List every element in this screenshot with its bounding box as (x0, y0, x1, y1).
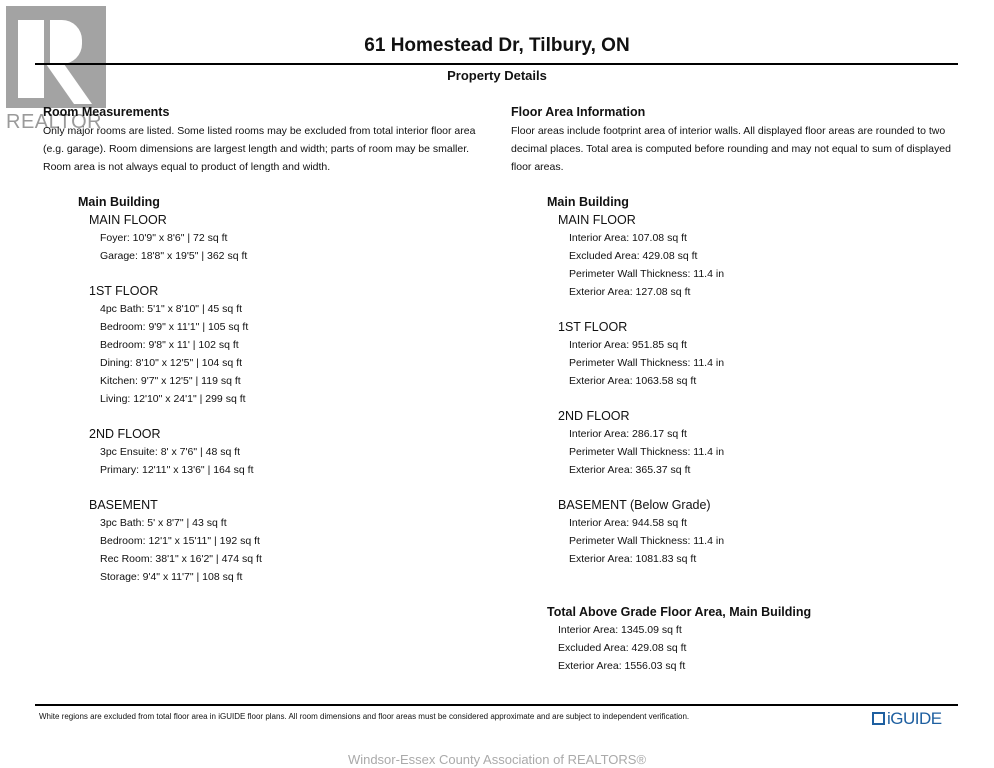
realtor-logo (6, 6, 106, 108)
list-item: Interior Area: 951.85 sq ft (569, 339, 687, 351)
list-item: Perimeter Wall Thickness: 11.4 in (569, 535, 725, 547)
list-item: Foyer: 10'9" x 8'6" | 72 sq ft (100, 232, 228, 244)
floor-heading: 2ND FLOOR (89, 427, 161, 441)
list-item: Garage: 18'8" x 19'5" | 362 sq ft (100, 250, 248, 262)
list-item: Perimeter Wall Thickness: 11.4 in (569, 268, 725, 280)
building-name: Main Building (547, 195, 629, 209)
list-item: 3pc Bath: 5' x 8'7" | 43 sq ft (100, 517, 227, 529)
section-heading: Room Measurements (43, 105, 170, 119)
list-item: 4pc Bath: 5'1" x 8'10" | 45 sq ft (100, 303, 243, 315)
iguide-icon (872, 712, 885, 725)
page-subtitle: Property Details (447, 68, 547, 83)
list-item: Excluded Area: 429.08 sq ft (558, 642, 687, 654)
list-item: Rec Room: 38'1" x 16'2" | 474 sq ft (100, 553, 262, 565)
floor-heading: BASEMENT (89, 498, 158, 512)
realtor-logo-text: REALTOR (6, 111, 103, 133)
list-item: Bedroom: 9'8" x 11' | 102 sq ft (100, 339, 239, 351)
building-block: Main Building MAIN FLOOR Foyer: 10'9" x 8… (78, 193, 493, 586)
floor-heading: 1ST FLOOR (89, 284, 159, 298)
footer-disclaimer: White regions are excluded from total fl… (39, 712, 690, 721)
floor-heading: 1ST FLOOR (558, 320, 628, 334)
page-title: 61 Homestead Dr, Tilbury, ON (364, 35, 630, 56)
floor-area-section: Floor Area Information Floor areas inclu… (511, 104, 961, 675)
total-heading: Total Above Grade Floor Area, Main Build… (547, 605, 812, 619)
room-measurements-section: Room Measurements Only major rooms are l… (43, 104, 493, 586)
list-item: Kitchen: 9'7" x 12'5" | 119 sq ft (100, 375, 241, 387)
list-item: Excluded Area: 429.08 sq ft (569, 250, 698, 262)
list-item: Dining: 8'10" x 12'5" | 104 sq ft (100, 357, 243, 369)
section-description: Only major rooms are listed. Some listed… (43, 125, 476, 173)
list-item: Exterior Area: 1063.58 sq ft (569, 375, 697, 387)
section-heading: Floor Area Information (511, 105, 646, 119)
list-item: Living: 12'10" x 24'1" | 299 sq ft (100, 393, 246, 405)
list-item: Interior Area: 107.08 sq ft (569, 232, 687, 244)
building-name: Main Building (78, 195, 160, 209)
list-item: Exterior Area: 365.37 sq ft (569, 464, 691, 476)
list-item: Interior Area: 944.58 sq ft (569, 517, 687, 529)
list-item: 3pc Ensuite: 8' x 7'6" | 48 sq ft (100, 446, 241, 458)
list-item: Perimeter Wall Thickness: 11.4 in (569, 446, 725, 458)
list-item: Exterior Area: 1081.83 sq ft (569, 553, 697, 565)
building-block: Main Building MAIN FLOOR Interior Area: 1… (547, 193, 961, 675)
list-item: Storage: 9'4" x 11'7" | 108 sq ft (100, 571, 243, 583)
floor-heading: MAIN FLOOR (558, 213, 636, 227)
list-item: Bedroom: 12'1" x 15'11" | 192 sq ft (100, 535, 260, 547)
floor-heading: 2ND FLOOR (558, 409, 630, 423)
header-divider (35, 63, 958, 65)
list-item: Exterior Area: 127.08 sq ft (569, 286, 691, 298)
floor-heading: MAIN FLOOR (89, 213, 167, 227)
list-item: Interior Area: 286.17 sq ft (569, 428, 687, 440)
iguide-logo: iGUIDE (872, 709, 942, 729)
list-item: Exterior Area: 1556.03 sq ft (558, 660, 686, 672)
list-item: Primary: 12'11" x 13'6" | 164 sq ft (100, 464, 254, 476)
footer-divider (35, 704, 958, 706)
list-item: Perimeter Wall Thickness: 11.4 in (569, 357, 725, 369)
floor-heading: BASEMENT (Below Grade) (558, 498, 711, 512)
list-item: Bedroom: 9'9" x 11'1" | 105 sq ft (100, 321, 249, 333)
watermark: Windsor-Essex County Association of REAL… (347, 752, 647, 767)
list-item: Interior Area: 1345.09 sq ft (558, 624, 682, 636)
section-description: Floor areas include footprint area of in… (511, 125, 951, 173)
